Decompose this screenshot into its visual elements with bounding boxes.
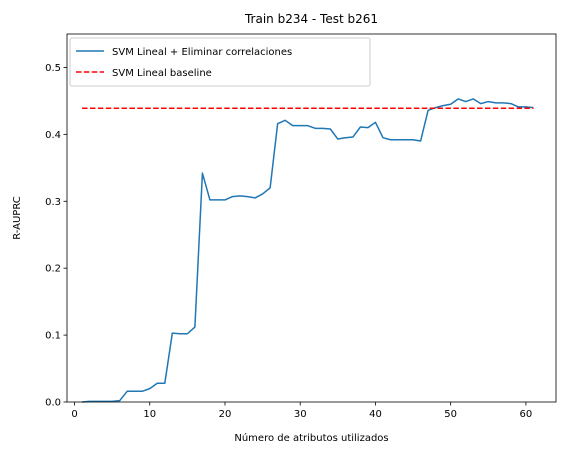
x-tick-label: 30 [294,409,307,420]
chart-title: Train b234 - Test b261 [244,12,378,26]
legend-label-svm-baseline: SVM Lineal baseline [112,68,212,79]
y-tick-label: 0.0 [45,398,61,409]
y-axis-label: R-AUPRC [12,196,23,240]
x-tick-label: 50 [444,409,457,420]
x-axis-ticks: 0 10 20 30 40 50 60 [71,402,532,420]
axes-frame [66,33,557,403]
x-tick-label: 10 [143,409,156,420]
y-tick-label: 0.4 [45,130,61,141]
x-tick-label: 20 [219,409,232,420]
series-line-0 [81,98,534,403]
y-tick-label: 0.3 [45,197,61,208]
y-tick-label: 0.5 [45,63,61,74]
x-tick-label: 60 [520,409,533,420]
x-tick-label: 40 [369,409,382,420]
plot-area [81,98,534,403]
x-axis-label: Número de atributos utilizados [234,432,388,444]
legend-box [69,37,371,87]
legend-label-svm-correlaciones: SVM Lineal + Eliminar correlaciones [112,47,292,58]
y-axis-ticks: 0.0 0.1 0.2 0.3 0.4 0.5 [45,63,67,409]
y-tick-label: 0.2 [45,264,61,275]
x-tick-label: 0 [71,409,77,420]
legend: SVM Lineal + Eliminar correlaciones SVM … [69,37,371,87]
y-tick-label: 0.1 [45,331,61,342]
